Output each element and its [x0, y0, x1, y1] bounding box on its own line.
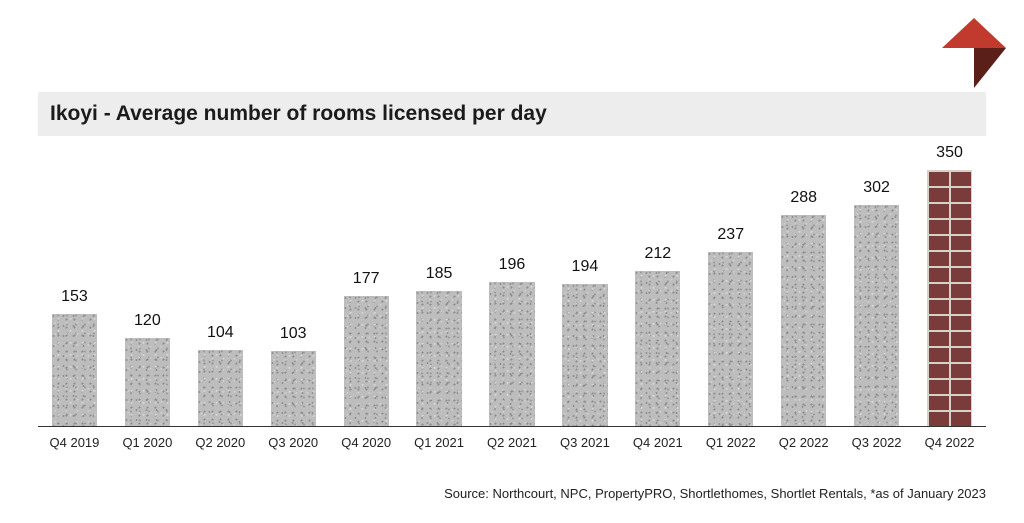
bar-value-label: 177	[353, 270, 380, 288]
bar-slot: 103	[257, 155, 330, 426]
bar: 302	[854, 205, 899, 426]
bar-value-label: 288	[790, 189, 817, 207]
bar-slot: 177	[330, 155, 403, 426]
bar-slot: 185	[403, 155, 476, 426]
bar-slot: 237	[694, 155, 767, 426]
bar-slot: 196	[476, 155, 549, 426]
plot-area: 153 120 104 103 177 185 196 194 212 237 288 302 350	[38, 155, 986, 427]
x-tick-label: Q4 2021	[621, 427, 694, 463]
x-tick-label: Q2 2022	[767, 427, 840, 463]
bar: 212	[635, 271, 680, 426]
bar-slot: 288	[767, 155, 840, 426]
bar: 177	[344, 296, 389, 426]
x-tick-label: Q1 2022	[694, 427, 767, 463]
title-bar: Ikoyi - Average number of rooms licensed…	[38, 92, 986, 136]
bar-slot: 212	[621, 155, 694, 426]
bar-value-label: 103	[280, 325, 307, 343]
bar: 288	[781, 215, 826, 426]
x-tick-label: Q1 2020	[111, 427, 184, 463]
bar-chart: 153120104103177185196194212237288302350 …	[38, 155, 986, 463]
bar-value-label: 104	[207, 324, 234, 342]
bar: 153	[52, 314, 97, 426]
x-axis-labels: Q4 2019Q1 2020Q2 2020Q3 2020Q4 2020Q1 20…	[38, 427, 986, 463]
bar: 194	[562, 284, 607, 426]
arrow-bottom	[974, 48, 1006, 88]
x-tick-label: Q3 2022	[840, 427, 913, 463]
bar: 350	[927, 170, 972, 426]
x-tick-label: Q2 2021	[476, 427, 549, 463]
bar-value-label: 120	[134, 312, 161, 330]
bar-slot: 302	[840, 155, 913, 426]
bar-slot: 120	[111, 155, 184, 426]
bar-value-label: 185	[426, 265, 453, 283]
x-tick-label: Q3 2020	[257, 427, 330, 463]
bar: 103	[271, 351, 316, 426]
bar: 237	[708, 252, 753, 426]
chart-page: { "title": "Ikoyi - Average number of ro…	[0, 0, 1024, 523]
x-tick-label: Q1 2021	[403, 427, 476, 463]
bar: 185	[416, 291, 461, 427]
bar-slot: 194	[548, 155, 621, 426]
x-tick-label: Q4 2019	[38, 427, 111, 463]
bar-value-label: 196	[499, 256, 526, 274]
brand-arrow-logo	[942, 18, 1006, 88]
arrow-top	[942, 18, 1006, 48]
bar-value-label: 194	[572, 258, 599, 276]
bar: 196	[489, 282, 534, 426]
bar-value-label: 302	[863, 179, 890, 197]
x-tick-label: Q3 2021	[548, 427, 621, 463]
source-footnote: Source: Northcourt, NPC, PropertyPRO, Sh…	[444, 486, 986, 501]
bar-slot: 153	[38, 155, 111, 426]
x-tick-label: Q4 2020	[330, 427, 403, 463]
x-tick-label: Q4 2022	[913, 427, 986, 463]
bar: 120	[125, 338, 170, 426]
bar-value-label: 237	[717, 226, 744, 244]
bar-value-label: 350	[936, 144, 963, 162]
chart-title: Ikoyi - Average number of rooms licensed…	[50, 102, 547, 126]
bar-slot: 350	[913, 155, 986, 426]
bar: 104	[198, 350, 243, 426]
bar-slot: 104	[184, 155, 257, 426]
x-tick-label: Q2 2020	[184, 427, 257, 463]
bar-value-label: 153	[61, 288, 88, 306]
bar-value-label: 212	[644, 245, 671, 263]
